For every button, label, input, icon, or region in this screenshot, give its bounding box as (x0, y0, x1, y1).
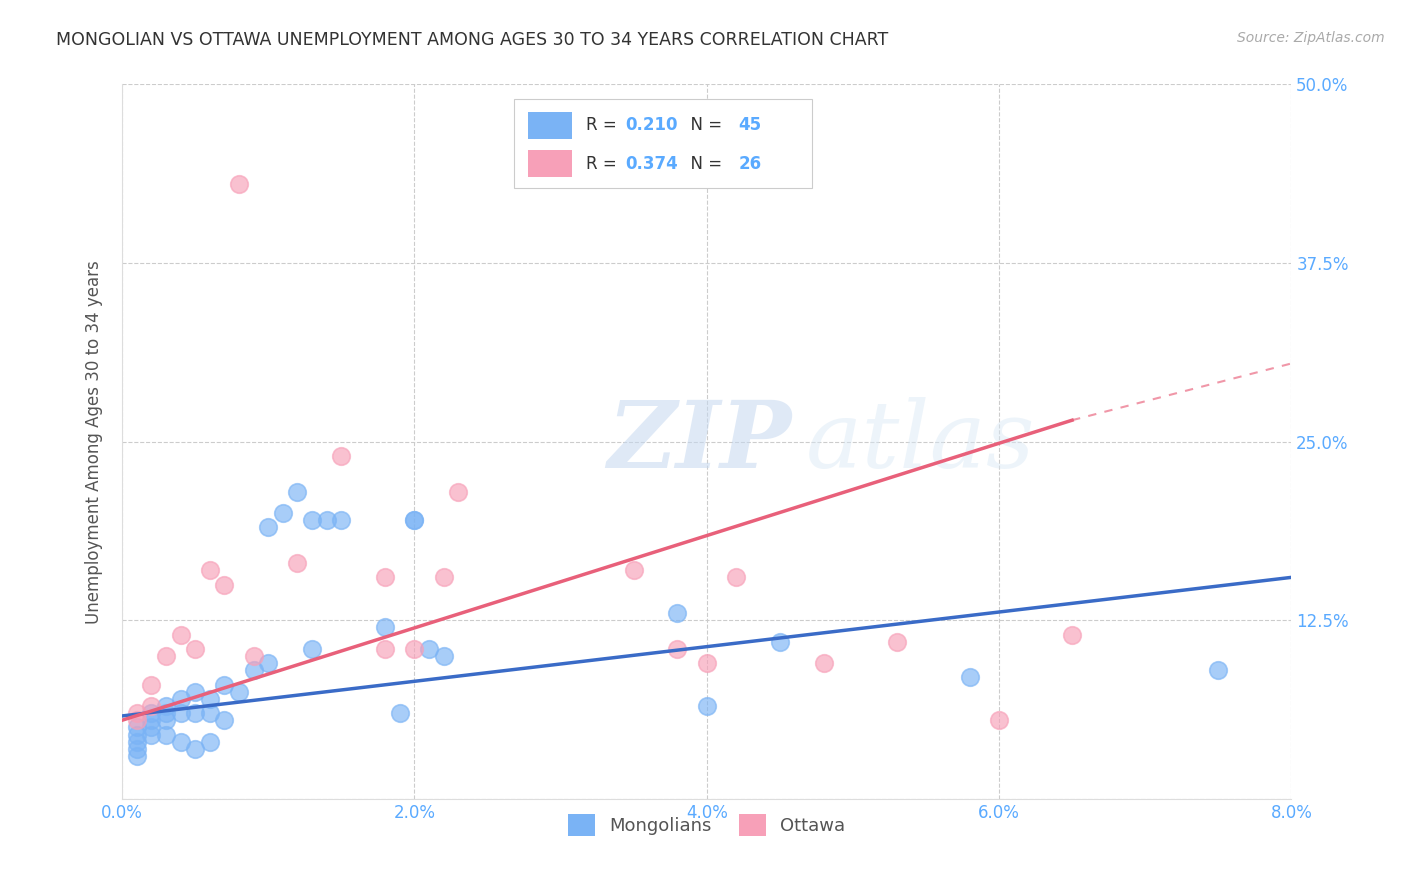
Point (141, 713, 163, 727)
Point (155, 698, 177, 713)
Point (155, 727, 177, 741)
Point (271, 506, 294, 520)
Point (988, 713, 1011, 727)
FancyBboxPatch shape (527, 112, 572, 139)
Text: R =: R = (586, 116, 623, 134)
Point (169, 627, 191, 641)
Point (125, 741, 148, 756)
Point (141, 727, 163, 741)
Point (198, 734, 221, 748)
Point (404, 513, 426, 527)
Text: 45: 45 (738, 116, 762, 134)
Point (287, 556, 309, 570)
Point (242, 663, 264, 677)
Point (242, 648, 264, 663)
Legend: Mongolians, Ottawa: Mongolians, Ottawa (561, 807, 852, 844)
Point (198, 691, 221, 706)
Point (184, 741, 207, 756)
Point (404, 513, 426, 527)
Point (198, 563, 221, 577)
Point (1206, 663, 1229, 677)
Point (155, 706, 177, 720)
Point (141, 677, 163, 691)
Point (141, 720, 163, 734)
Point (125, 706, 148, 720)
Point (184, 706, 207, 720)
Point (228, 178, 250, 192)
Text: R =: R = (586, 154, 623, 173)
Point (374, 641, 396, 656)
Point (125, 720, 148, 734)
Point (257, 656, 280, 670)
Point (330, 449, 353, 463)
Point (301, 513, 323, 527)
Point (404, 641, 426, 656)
Point (198, 706, 221, 720)
Point (886, 634, 908, 648)
Point (813, 656, 835, 670)
Text: ZIP: ZIP (607, 397, 792, 487)
FancyBboxPatch shape (513, 99, 811, 188)
Point (433, 570, 456, 584)
Text: MONGOLIAN VS OTTAWA UNEMPLOYMENT AMONG AGES 30 TO 34 YEARS CORRELATION CHART: MONGOLIAN VS OTTAWA UNEMPLOYMENT AMONG A… (56, 31, 889, 49)
Y-axis label: Unemployment Among Ages 30 to 34 years: Unemployment Among Ages 30 to 34 years (86, 260, 103, 624)
Point (214, 577, 236, 591)
Point (374, 570, 396, 584)
Point (169, 734, 191, 748)
Point (388, 706, 411, 720)
Text: Source: ZipAtlas.com: Source: ZipAtlas.com (1237, 31, 1385, 45)
Point (330, 513, 353, 527)
Point (696, 656, 718, 670)
Text: N =: N = (679, 154, 727, 173)
Point (155, 713, 177, 727)
Point (433, 648, 456, 663)
Point (141, 698, 163, 713)
Point (155, 648, 177, 663)
Point (184, 684, 207, 698)
Text: 26: 26 (738, 154, 762, 173)
Point (724, 570, 747, 584)
Point (769, 634, 792, 648)
Point (696, 698, 718, 713)
Point (214, 713, 236, 727)
Point (447, 484, 470, 499)
Text: N =: N = (679, 116, 727, 134)
Point (125, 734, 148, 748)
Point (141, 706, 163, 720)
Point (125, 713, 148, 727)
Point (125, 727, 148, 741)
Point (315, 513, 337, 527)
Point (1062, 627, 1084, 641)
Point (257, 520, 280, 534)
Point (169, 706, 191, 720)
Point (184, 641, 207, 656)
Point (214, 677, 236, 691)
Text: 0.210: 0.210 (624, 116, 678, 134)
Point (666, 641, 689, 656)
Point (959, 670, 981, 684)
Point (169, 691, 191, 706)
Text: atlas: atlas (806, 397, 1036, 487)
FancyBboxPatch shape (527, 150, 572, 178)
Point (374, 620, 396, 634)
Point (287, 484, 309, 499)
Text: 0.374: 0.374 (624, 154, 678, 173)
Point (228, 684, 250, 698)
Point (666, 606, 689, 620)
Point (623, 563, 645, 577)
Point (125, 749, 148, 764)
Point (418, 641, 440, 656)
Point (301, 641, 323, 656)
